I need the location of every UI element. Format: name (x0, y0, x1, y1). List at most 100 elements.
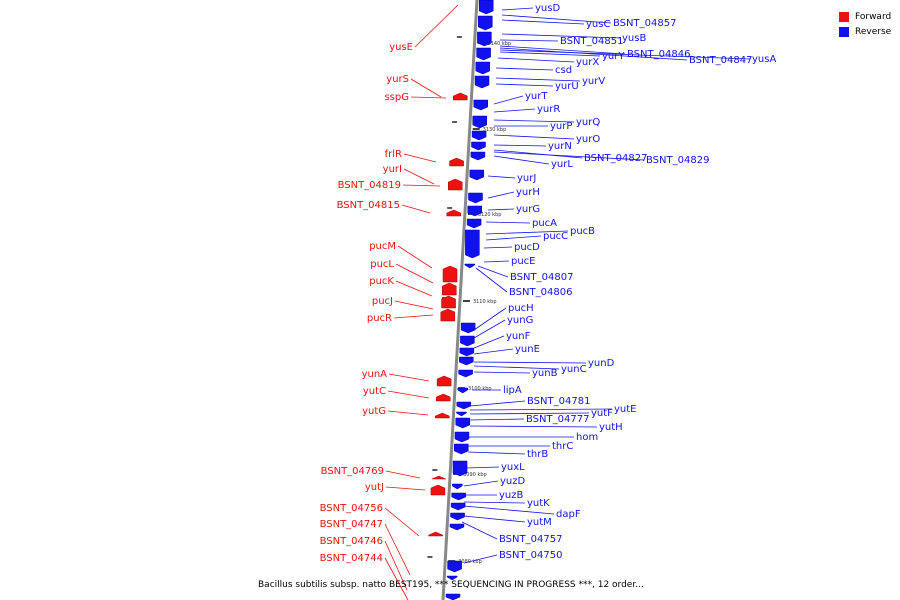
gene-label-bsnt-04827[interactable]: BSNT_04827 (584, 153, 647, 164)
reverse-gene-arrow (458, 369, 473, 378)
gene-label-bsnt-04750[interactable]: BSNT_04750 (499, 550, 562, 561)
gene-label-bsnt-04829[interactable]: BSNT_04829 (646, 155, 709, 166)
gene-label-yutm[interactable]: yutM (527, 517, 552, 528)
reverse-connector (463, 515, 526, 523)
gene-label-csd[interactable]: csd (555, 65, 572, 76)
reverse-gene-arrow (456, 411, 467, 417)
gene-label-frlr[interactable]: frlR (385, 149, 402, 160)
gene-label-yuth[interactable]: yutH (599, 422, 623, 433)
reverse-connector (473, 335, 505, 349)
gene-label-bsnt-04815[interactable]: BSNT_04815 (337, 200, 400, 211)
gene-label-pucb[interactable]: pucB (570, 226, 595, 237)
gene-label-yurv[interactable]: yurV (582, 76, 605, 87)
gene-label-yurj[interactable]: yurJ (517, 173, 536, 184)
gene-label-yurl[interactable]: yurL (551, 159, 573, 170)
gene-label-yutg[interactable]: yutG (362, 406, 386, 417)
gene-label-yunb[interactable]: yunB (532, 368, 558, 379)
gene-label-pucm[interactable]: pucM (369, 241, 396, 252)
gene-label-pucc[interactable]: pucC (543, 231, 568, 242)
gene-label-yusa[interactable]: yusA (752, 54, 776, 65)
reverse-gene-arrow (478, 0, 494, 15)
gene-label-bsnt-04746[interactable]: BSNT_04746 (320, 536, 383, 547)
gene-label-puce[interactable]: pucE (511, 256, 536, 267)
gene-label-yuse[interactable]: yusE (389, 42, 413, 53)
gene-label-bsnt-04847[interactable]: BSNT_04847 (689, 55, 752, 66)
reverse-gene-arrow (469, 169, 485, 181)
gene-label-bsnt-04819[interactable]: BSNT_04819 (338, 180, 401, 191)
gene-label-bsnt-04846[interactable]: BSNT_04846 (627, 49, 690, 60)
gene-label-bsnt-04777[interactable]: BSNT_04777 (526, 414, 589, 425)
gene-label-bsnt-04757[interactable]: BSNT_04757 (499, 534, 562, 545)
gene-label-pucl[interactable]: pucL (370, 259, 394, 270)
gene-label-bsnt-04781[interactable]: BSNT_04781 (527, 396, 590, 407)
gene-label-puch[interactable]: pucH (508, 303, 534, 314)
gene-label-yurx[interactable]: yurX (576, 57, 599, 68)
gene-label-sspg[interactable]: sspG (384, 92, 409, 103)
gene-label-yunc[interactable]: yunC (561, 364, 587, 375)
gene-label-bsnt-04807[interactable]: BSNT_04807 (510, 272, 573, 283)
gene-label-yutc[interactable]: yutC (363, 386, 386, 397)
gene-label-pucd[interactable]: pucD (514, 242, 540, 253)
gene-label-bsnt-04756[interactable]: BSNT_04756 (320, 503, 383, 514)
reverse-connector (501, 19, 585, 25)
gene-label-thrb[interactable]: thrB (527, 449, 548, 460)
reverse-connector (493, 144, 547, 147)
forward-gene-arrow (440, 308, 456, 322)
gene-label-pucj[interactable]: pucJ (372, 296, 393, 307)
gene-label-bsnt-04769[interactable]: BSNT_04769 (321, 466, 384, 477)
gene-label-yunf[interactable]: yunF (506, 331, 531, 342)
forward-connector (397, 245, 433, 269)
reverse-gene-arrow (471, 141, 486, 151)
gene-label-yutj[interactable]: yutJ (365, 482, 384, 493)
gene-label-yuro[interactable]: yurO (576, 134, 600, 145)
gene-label-puck[interactable]: pucK (369, 276, 394, 287)
gene-label-yutk[interactable]: yutK (527, 498, 550, 509)
reverse-gene-arrow (477, 31, 492, 47)
gene-label-yurs[interactable]: yurS (386, 74, 409, 85)
gene-label-yune[interactable]: yunE (515, 344, 540, 355)
gene-label-bsnt-04851[interactable]: BSNT_04851 (560, 36, 623, 47)
reverse-gene-arrow (460, 335, 475, 347)
forward-gene-arrow (446, 209, 462, 217)
gene-label-yund[interactable]: yunD (588, 358, 615, 369)
gene-label-hom[interactable]: hom (576, 432, 598, 443)
gene-label-dapf[interactable]: dapF (556, 509, 581, 520)
gene-label-yusb[interactable]: yusB (622, 33, 646, 44)
forward-connector (388, 373, 430, 382)
gene-arrows (428, 0, 494, 600)
gene-label-yury[interactable]: yurY (602, 51, 625, 62)
gene-label-yuna[interactable]: yunA (362, 369, 388, 380)
gene-label-yuzb[interactable]: yuzB (499, 490, 524, 501)
gene-label-yusd[interactable]: yusD (535, 3, 560, 14)
gene-label-yurp[interactable]: yurP (550, 121, 572, 132)
gene-label-yutf[interactable]: yutF (591, 408, 613, 419)
reverse-gene-arrow (464, 263, 476, 269)
gene-label-bsnt-04857[interactable]: BSNT_04857 (613, 18, 676, 29)
reverse-gene-arrow (470, 151, 486, 161)
reverse-gene-arrow (475, 61, 491, 75)
gene-label-yurr[interactable]: yurR (537, 104, 560, 115)
gene-label-thrc[interactable]: thrC (552, 441, 573, 452)
gene-label-yurt[interactable]: yurT (525, 91, 548, 102)
gene-label-puca[interactable]: pucA (532, 218, 557, 229)
gene-label-bsnt-04806[interactable]: BSNT_04806 (509, 287, 572, 298)
forward-gene-arrow (431, 475, 446, 480)
gene-label-yuxl[interactable]: yuxL (501, 462, 525, 473)
gene-label-pucr[interactable]: pucR (367, 313, 392, 324)
gene-label-yusc[interactable]: yusC (586, 19, 610, 30)
gene-label-bsnt-04744[interactable]: BSNT_04744 (320, 553, 383, 564)
scale-tick-label: 3130 kbp (483, 127, 507, 133)
reverse-gene-arrow (446, 575, 458, 581)
reverse-connector (493, 151, 645, 161)
gene-label-yuri[interactable]: yurI (383, 164, 402, 175)
gene-label-yute[interactable]: yutE (614, 404, 637, 415)
gene-label-yurh[interactable]: yurH (516, 187, 540, 198)
gene-label-yurn[interactable]: yurN (548, 141, 572, 152)
gene-label-yurg[interactable]: yurG (516, 204, 540, 215)
gene-label-lipa[interactable]: lipA (503, 385, 522, 396)
gene-label-yuzd[interactable]: yuzD (500, 476, 526, 487)
gene-label-yung[interactable]: yunG (507, 315, 533, 326)
gene-label-yuru[interactable]: yurU (555, 81, 579, 92)
gene-label-bsnt-04747[interactable]: BSNT_04747 (320, 519, 383, 530)
gene-label-yurq[interactable]: yurQ (576, 117, 600, 128)
